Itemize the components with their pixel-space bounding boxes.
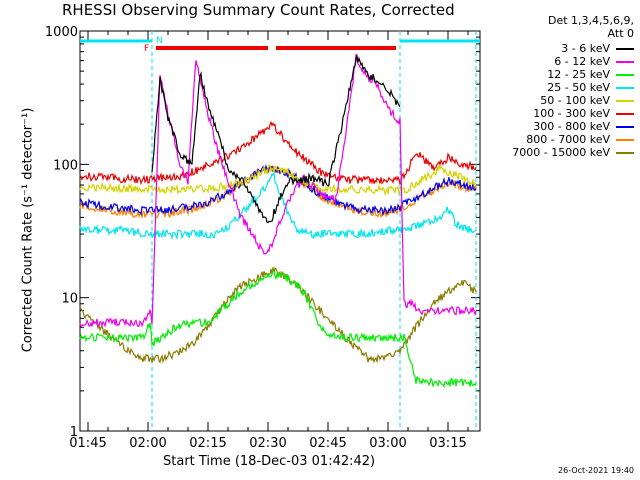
observing-flags: NF [80, 31, 480, 431]
series-line-100-300-kev [79, 120, 477, 186]
legend-item-label: 3 - 6 keV [561, 42, 610, 55]
legend-item-swatch [616, 151, 634, 154]
night-flag-label: N [156, 36, 163, 46]
x-tick-label: 02:00 [129, 436, 166, 451]
x-tick-label: 02:45 [309, 436, 346, 451]
series-line-12-25-kev [79, 269, 477, 389]
legend-item-label: 50 - 100 keV [540, 94, 610, 107]
legend-item-label: 12 - 25 keV [547, 68, 610, 81]
legend-item-swatch [616, 47, 634, 50]
series-line-300-800-kev [79, 163, 477, 217]
y-tick-label: 10 [61, 292, 78, 307]
series-line-25-50-kev [79, 171, 477, 241]
plot-frame [79, 30, 481, 432]
legend-item: 300 - 800 keV [480, 120, 634, 133]
detector-label: Det 1,3,4,5,6,9, Att 0 [547, 14, 634, 40]
x-tick-label: 03:00 [369, 436, 406, 451]
flare-flag-label: F [144, 44, 149, 54]
series-line-50-100-kev [79, 164, 477, 197]
timestamp: 26-Oct-2021 19:40 [558, 466, 634, 475]
y-tick-label: 1000 [45, 25, 78, 40]
x-axis-label: Start Time (18-Dec-03 01:42:42) [163, 454, 376, 469]
legend-item-label: 7000 - 15000 keV [512, 146, 610, 159]
legend-item: 12 - 25 keV [480, 68, 634, 81]
series-line-6-12-kev [79, 53, 477, 328]
x-tick-label: 03:15 [429, 436, 466, 451]
x-axis: 01:45 02:00 02:15 02:30 02:45 03:00 03:15 [69, 31, 469, 451]
legend-item-swatch [616, 60, 634, 63]
legend-item: 6 - 12 keV [480, 55, 634, 68]
chart-title: RHESSI Observing Summary Count Rates, Co… [62, 1, 455, 19]
legend-item-swatch [616, 73, 634, 76]
y-tick-label: 1 [70, 425, 78, 440]
x-tick-label: 01:45 [69, 436, 106, 451]
series-line-3-6-kev [151, 53, 401, 224]
legend-item: 50 - 100 keV [480, 94, 634, 107]
y-axis-label: Corrected Count Rate (s⁻¹ detector⁻¹) [20, 107, 36, 353]
legend-item-swatch [616, 86, 634, 89]
legend-item-swatch [616, 125, 634, 128]
legend-item-label: 300 - 800 keV [533, 120, 610, 133]
legend-item-swatch [616, 112, 634, 115]
legend-item-swatch [616, 138, 634, 141]
x-tick-label: 02:30 [249, 436, 286, 451]
series-lines [79, 53, 477, 389]
legend-item-label: 100 - 300 keV [533, 107, 610, 120]
legend-item-swatch [616, 99, 634, 102]
legend-item: 3 - 6 keV [480, 42, 634, 55]
legend-item: 7000 - 15000 keV [480, 146, 634, 159]
legend-item-label: 25 - 50 keV [547, 81, 610, 94]
legend-item: 25 - 50 keV [480, 81, 634, 94]
legend-item-label: 800 - 7000 keV [526, 133, 610, 146]
x-tick-label: 02:15 [189, 436, 226, 451]
series-line-800-7000-kev [79, 165, 477, 219]
series-line-7000-15000-kev [79, 267, 477, 364]
legend-item: 800 - 7000 keV [480, 133, 634, 146]
y-tick-label: 100 [53, 158, 78, 173]
y-axis: 1 10 100 1000 [45, 25, 480, 440]
legend-item: 100 - 300 keV [480, 107, 634, 120]
legend: 3 - 6 keV 6 - 12 keV 12 - 25 keV 25 - 50 ke… [480, 42, 634, 159]
legend-item-label: 6 - 12 keV [554, 55, 610, 68]
